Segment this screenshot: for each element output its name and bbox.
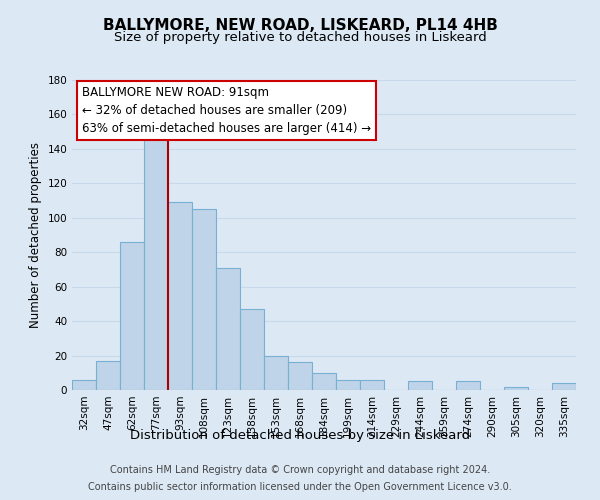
Y-axis label: Number of detached properties: Number of detached properties — [29, 142, 42, 328]
Bar — [312, 373, 336, 390]
Bar — [192, 209, 216, 390]
Text: BALLYMORE NEW ROAD: 91sqm
← 32% of detached houses are smaller (209)
63% of semi: BALLYMORE NEW ROAD: 91sqm ← 32% of detac… — [82, 86, 371, 135]
Bar — [72, 380, 96, 390]
Bar — [336, 380, 360, 390]
Bar — [504, 386, 528, 390]
Text: Contains HM Land Registry data © Crown copyright and database right 2024.: Contains HM Land Registry data © Crown c… — [110, 465, 490, 475]
Text: Distribution of detached houses by size in Liskeard: Distribution of detached houses by size … — [130, 428, 470, 442]
Text: Contains public sector information licensed under the Open Government Licence v3: Contains public sector information licen… — [88, 482, 512, 492]
Text: Size of property relative to detached houses in Liskeard: Size of property relative to detached ho… — [113, 31, 487, 44]
Bar — [408, 382, 432, 390]
Bar — [120, 242, 144, 390]
Bar — [168, 202, 192, 390]
Bar — [96, 360, 120, 390]
Bar — [552, 383, 576, 390]
Bar — [240, 309, 264, 390]
Bar — [456, 382, 480, 390]
Bar — [288, 362, 312, 390]
Bar — [216, 268, 240, 390]
Bar — [144, 138, 168, 390]
Bar — [264, 356, 288, 390]
Text: BALLYMORE, NEW ROAD, LISKEARD, PL14 4HB: BALLYMORE, NEW ROAD, LISKEARD, PL14 4HB — [103, 18, 497, 32]
Bar — [360, 380, 384, 390]
